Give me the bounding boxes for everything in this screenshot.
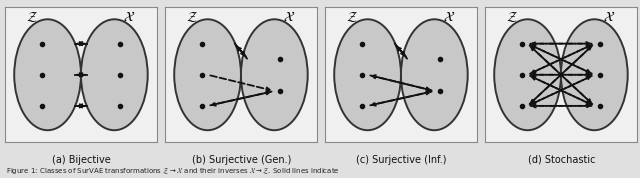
Ellipse shape <box>561 19 628 130</box>
Text: $\mathcal{Z}$: $\mathcal{Z}$ <box>26 10 38 24</box>
Ellipse shape <box>241 19 308 130</box>
Text: Figure 1: Classes of SurVAE transformations $\mathcal{Z} \rightarrow \mathcal{X}: Figure 1: Classes of SurVAE transformati… <box>6 166 340 176</box>
Text: $\mathcal{X}$: $\mathcal{X}$ <box>444 10 456 24</box>
Text: $\mathcal{Z}$: $\mathcal{Z}$ <box>346 10 358 24</box>
Ellipse shape <box>81 19 148 130</box>
Text: (a) Bijective: (a) Bijective <box>52 155 111 165</box>
Ellipse shape <box>334 19 401 130</box>
Text: (d) Stochastic: (d) Stochastic <box>527 155 595 165</box>
Ellipse shape <box>494 19 561 130</box>
Ellipse shape <box>174 19 241 130</box>
Text: $\mathcal{X}$: $\mathcal{X}$ <box>284 10 296 24</box>
Text: $\mathcal{X}$: $\mathcal{X}$ <box>124 10 136 24</box>
Text: $\mathcal{X}$: $\mathcal{X}$ <box>604 10 616 24</box>
Ellipse shape <box>14 19 81 130</box>
Text: (b) Surjective (Gen.): (b) Surjective (Gen.) <box>191 155 291 165</box>
Text: $\mathcal{Z}$: $\mathcal{Z}$ <box>186 10 198 24</box>
Ellipse shape <box>401 19 468 130</box>
Text: (c) Surjective (Inf.): (c) Surjective (Inf.) <box>356 155 447 165</box>
Text: $\mathcal{Z}$: $\mathcal{Z}$ <box>506 10 518 24</box>
